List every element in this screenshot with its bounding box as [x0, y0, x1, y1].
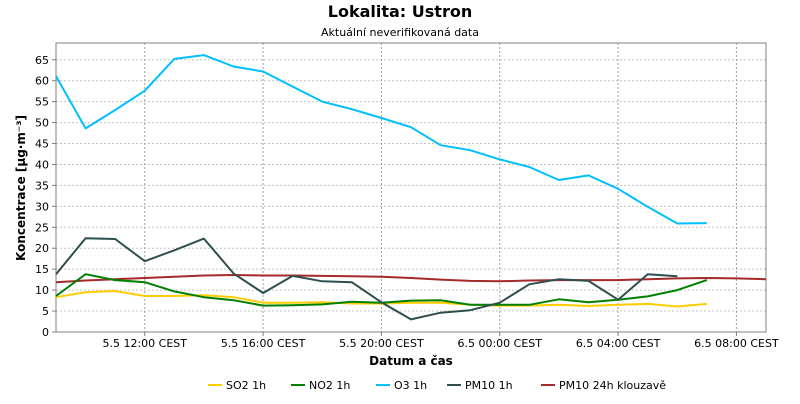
- y-tick-label: 55: [35, 96, 49, 109]
- y-tick-label: 30: [35, 200, 49, 213]
- x-axis-ticks: 5.5 12:00 CEST 5.5 16:00 CEST 5.5 20:00 CE…: [102, 332, 779, 350]
- x-tick-label: 5.5 20:00 CEST: [339, 337, 424, 350]
- grid: [56, 43, 766, 332]
- legend-label-pm10-1h: PM10 1h: [465, 379, 513, 392]
- legend-label-o3-1h: O3 1h: [394, 379, 427, 392]
- x-tick-label: 6.5 04:00 CEST: [576, 337, 661, 350]
- legend-label-no2-1h: NO2 1h: [309, 379, 350, 392]
- y-tick-label: 20: [35, 242, 49, 255]
- chart-title: Lokalita: Ustron: [328, 2, 472, 21]
- series-line-pm10-1h: [55, 237, 678, 321]
- y-tick-label: 25: [35, 221, 49, 234]
- y-axis-label: Koncentrace [µg·m⁻³]: [14, 115, 28, 261]
- y-tick-label: 60: [35, 75, 49, 88]
- plot-area: [55, 42, 767, 333]
- x-tick-label: 6.5 00:00 CEST: [457, 337, 542, 350]
- y-tick-label: 50: [35, 117, 49, 130]
- y-tick-label: 65: [35, 54, 49, 67]
- legend-label-pm10-24h-klouzav: PM10 24h klouzavě: [559, 379, 666, 392]
- series-line-pm10-24h-klouzav: [55, 274, 767, 284]
- x-tick-label: 5.5 12:00 CEST: [102, 337, 187, 350]
- y-tick-label: 35: [35, 179, 49, 192]
- y-tick-label: 10: [35, 284, 49, 297]
- series-line-o3-1h: [55, 54, 707, 225]
- y-tick-label: 15: [35, 263, 49, 276]
- chart-subtitle: Aktuální neverifikovaná data: [321, 26, 479, 39]
- legend: SO2 1h NO2 1h O3 1h PM10 1h PM10 24h klouzav…: [208, 379, 666, 392]
- y-tick-label: 0: [42, 326, 49, 339]
- y-tick-label: 5: [42, 305, 49, 318]
- y-tick-label: 45: [35, 138, 49, 151]
- x-tick-label: 6.5 08:00 CEST: [694, 337, 779, 350]
- series-lines: [55, 54, 767, 321]
- y-tick-label: 40: [35, 158, 49, 171]
- legend-label-so2-1h: SO2 1h: [226, 379, 266, 392]
- x-axis-label: Datum a čas: [369, 354, 453, 368]
- x-tick-label: 5.5 16:00 CEST: [221, 337, 306, 350]
- y-axis-ticks: 0 5 10 15 20 25 30 35 40 45 50 55 60 65: [35, 54, 56, 339]
